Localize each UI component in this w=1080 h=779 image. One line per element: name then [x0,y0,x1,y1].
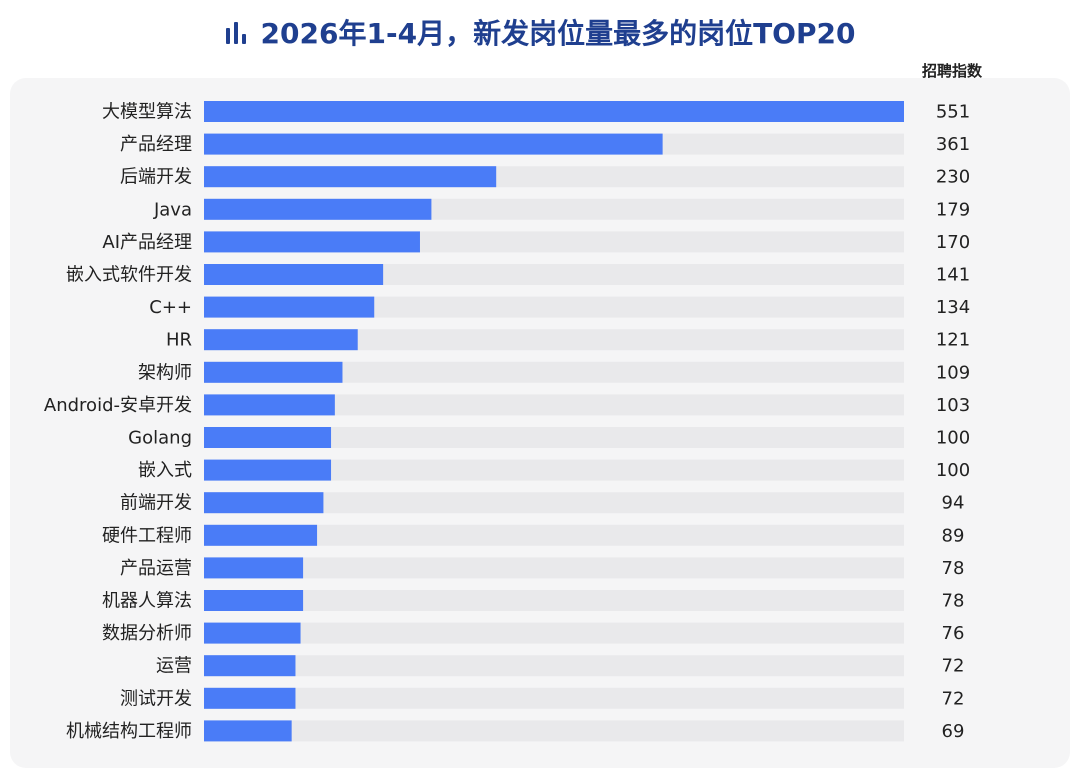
category-label: 机器人算法 [102,591,192,612]
value-label: 179 [936,199,970,220]
category-label: Golang [128,428,192,449]
bar-track [204,394,904,416]
bar [204,198,432,220]
category-label: HR [166,330,192,351]
category-label: 数据分析师 [102,623,192,644]
chart-title-row: 2026年1-4月，新发岗位量最多的岗位TOP20 [0,12,1080,52]
category-label: 测试开发 [120,688,192,709]
bar [204,101,904,122]
value-label: 76 [942,623,965,644]
bar [204,590,304,611]
category-label: 机械结构工程师 [66,721,192,742]
category-label: 架构师 [138,362,192,383]
category-label: 大模型算法 [102,102,192,123]
bar [204,427,332,448]
category-label: C++ [149,297,192,318]
bar [204,655,296,677]
category-label: Java [153,199,192,220]
category-label: 前端开发 [120,493,192,514]
bar [204,687,296,709]
value-label: 94 [942,493,965,514]
bar [204,264,384,285]
value-label: 103 [936,395,970,416]
bar-track [204,655,904,677]
category-label: 后端开发 [120,167,192,188]
category-label: 硬件工程师 [102,525,192,546]
bar-track [204,427,904,448]
bar-track [204,329,904,351]
chart-panel [10,78,1070,768]
value-label: 72 [942,656,965,677]
value-label: 89 [942,525,965,546]
value-label: 100 [936,428,970,449]
bar [204,622,301,644]
bar [204,231,420,253]
bar [204,329,358,351]
bar [204,166,497,188]
value-axis-label: 招聘指数 [921,62,982,80]
value-label: 121 [936,330,970,351]
category-label: 嵌入式软件开发 [66,265,192,286]
value-label: 170 [936,232,970,253]
value-label: 230 [936,167,970,188]
chart-title: 2026年1-4月，新发岗位量最多的岗位TOP20 [260,17,856,50]
bar-chart-icon [225,22,246,44]
bar [204,459,332,481]
category-label: AI产品经理 [102,232,192,253]
value-label: 100 [936,460,970,481]
value-label: 69 [942,721,965,742]
value-label: 72 [942,688,965,709]
value-label: 134 [936,297,970,318]
bar-track [204,557,904,579]
value-label: 361 [936,134,970,155]
bar-track [204,459,904,481]
bar [204,524,318,546]
category-label: 运营 [156,656,192,677]
category-label: 嵌入式 [138,460,192,481]
value-label: 78 [942,558,965,579]
bar [204,720,292,742]
bar [204,492,324,514]
bar [204,557,304,579]
bar-track [204,524,904,546]
bar [204,133,663,155]
bar-track [204,590,904,611]
category-label: Android-安卓开发 [44,395,192,416]
bar-track [204,687,904,709]
bar-track [204,296,904,318]
value-label: 78 [942,591,965,612]
bar [204,361,343,383]
bar [204,296,375,318]
bar-track [204,361,904,383]
bar [204,394,335,416]
category-label: 产品运营 [120,558,192,579]
value-label: 551 [936,102,970,123]
value-label: 141 [936,265,970,286]
category-label: 产品经理 [120,134,192,155]
bar-track [204,622,904,644]
bar-track [204,720,904,742]
bar-track [204,492,904,514]
value-label: 109 [936,362,970,383]
